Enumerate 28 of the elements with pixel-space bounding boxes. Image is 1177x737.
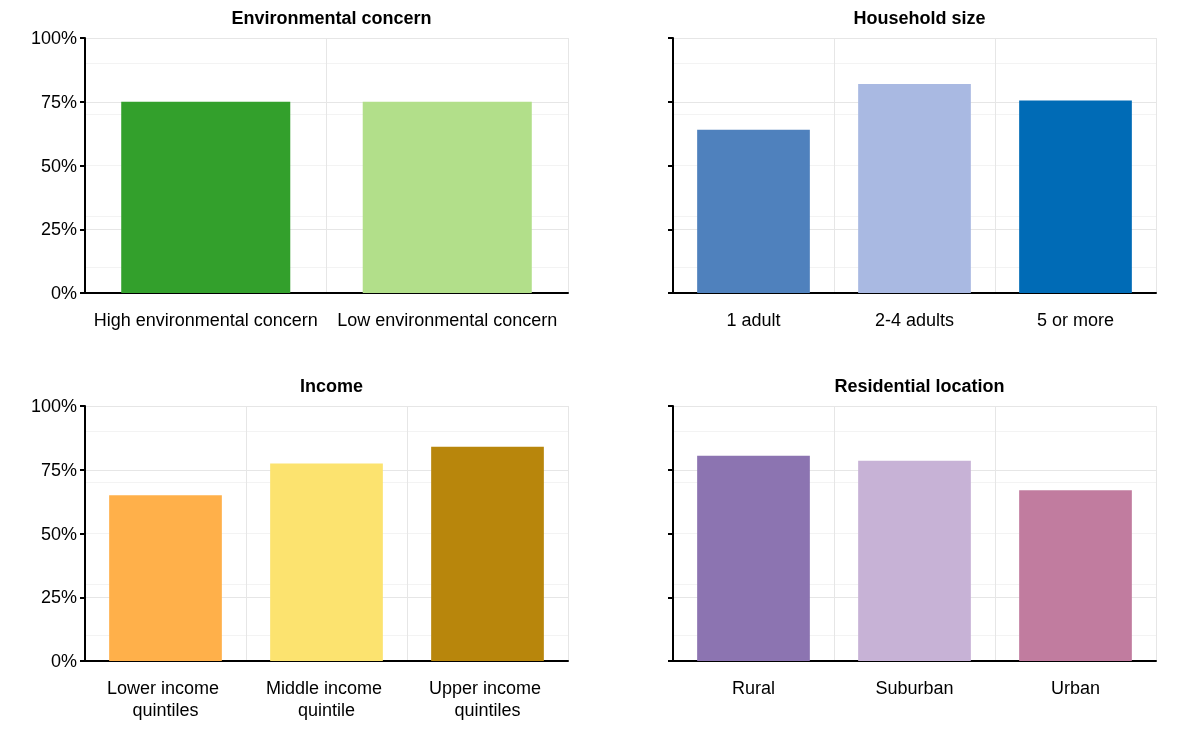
y-tick-label: 25% bbox=[40, 219, 77, 240]
y-tick-label: 0% bbox=[50, 283, 77, 303]
x-tick-label: 1 adult bbox=[726, 310, 781, 330]
x-tick-label: Middle income quintile bbox=[265, 678, 388, 720]
x-tick-label: Urban bbox=[1050, 678, 1101, 698]
bar bbox=[270, 463, 383, 661]
y-tick-label: 100% bbox=[30, 28, 77, 48]
y-tick-label: 0% bbox=[50, 651, 77, 671]
chart-title: Residential location bbox=[834, 376, 1005, 396]
x-tick-label: 2-4 adults bbox=[874, 310, 955, 330]
x-tick-label: 5 or more bbox=[1036, 310, 1115, 330]
y-tick-label: 75% bbox=[40, 91, 77, 112]
x-tick-label: High environmental concern bbox=[93, 310, 318, 330]
x-tick-label: Rural bbox=[731, 678, 776, 698]
y-tick-label: 25% bbox=[40, 587, 77, 608]
bar bbox=[109, 495, 222, 661]
chart-title: Household size bbox=[853, 8, 986, 28]
x-tick-label: Low environmental concern bbox=[337, 310, 558, 330]
x-tick-label: Suburban bbox=[875, 678, 954, 698]
y-tick-label: 100% bbox=[30, 396, 77, 416]
y-tick-label: 50% bbox=[40, 155, 77, 176]
x-tick-label: Upper income quintiles bbox=[428, 678, 547, 720]
y-tick-label: 50% bbox=[40, 523, 77, 544]
chart-title: Environmental concern bbox=[231, 8, 432, 28]
bar bbox=[431, 446, 544, 661]
x-tick-label: Lower income quintiles bbox=[106, 678, 225, 720]
y-tick-label: 75% bbox=[40, 459, 77, 480]
chart-title: Income bbox=[299, 376, 364, 396]
